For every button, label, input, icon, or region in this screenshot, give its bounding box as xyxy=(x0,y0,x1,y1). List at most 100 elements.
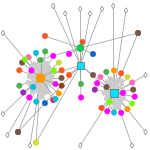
Circle shape xyxy=(28,75,33,79)
Circle shape xyxy=(115,81,117,83)
Circle shape xyxy=(108,94,111,97)
Circle shape xyxy=(112,107,116,111)
Circle shape xyxy=(121,83,124,85)
Circle shape xyxy=(51,68,57,73)
Polygon shape xyxy=(144,129,147,135)
Circle shape xyxy=(22,57,28,62)
Circle shape xyxy=(107,82,109,85)
Circle shape xyxy=(39,94,43,98)
Circle shape xyxy=(112,81,114,84)
Circle shape xyxy=(56,91,62,96)
Circle shape xyxy=(110,92,114,97)
Circle shape xyxy=(114,96,119,101)
Circle shape xyxy=(50,80,53,83)
Circle shape xyxy=(47,67,51,72)
Circle shape xyxy=(125,106,130,112)
Circle shape xyxy=(109,96,114,102)
Circle shape xyxy=(104,69,109,75)
Polygon shape xyxy=(130,143,134,148)
Circle shape xyxy=(42,71,45,74)
Circle shape xyxy=(113,92,116,94)
Circle shape xyxy=(108,93,111,96)
Circle shape xyxy=(118,100,122,104)
Circle shape xyxy=(135,30,141,36)
Circle shape xyxy=(90,51,96,57)
Circle shape xyxy=(31,78,35,82)
Circle shape xyxy=(121,96,126,101)
Circle shape xyxy=(46,78,50,83)
Circle shape xyxy=(90,72,96,78)
Circle shape xyxy=(40,67,44,72)
Circle shape xyxy=(49,77,53,82)
Circle shape xyxy=(38,66,43,71)
Circle shape xyxy=(94,81,100,86)
Circle shape xyxy=(32,84,37,89)
Circle shape xyxy=(46,67,51,72)
Circle shape xyxy=(36,73,45,83)
Circle shape xyxy=(42,63,47,68)
Circle shape xyxy=(33,62,37,67)
Circle shape xyxy=(30,63,34,67)
Circle shape xyxy=(47,71,51,74)
Circle shape xyxy=(114,80,120,86)
Circle shape xyxy=(109,85,113,89)
Circle shape xyxy=(43,77,46,80)
Circle shape xyxy=(110,106,113,109)
Circle shape xyxy=(42,84,47,88)
Circle shape xyxy=(135,30,141,36)
Circle shape xyxy=(115,91,118,94)
Circle shape xyxy=(111,94,115,97)
Circle shape xyxy=(30,81,33,85)
Polygon shape xyxy=(28,143,32,148)
Circle shape xyxy=(43,66,46,68)
Circle shape xyxy=(114,87,117,90)
Circle shape xyxy=(106,91,111,95)
Circle shape xyxy=(104,84,109,90)
Circle shape xyxy=(117,91,120,93)
Circle shape xyxy=(41,69,46,74)
Circle shape xyxy=(104,91,108,94)
Circle shape xyxy=(21,90,26,95)
Circle shape xyxy=(116,104,121,109)
Circle shape xyxy=(106,91,110,94)
Circle shape xyxy=(109,90,114,96)
Circle shape xyxy=(111,89,115,93)
Circle shape xyxy=(121,88,125,91)
Circle shape xyxy=(117,97,122,101)
Circle shape xyxy=(51,53,56,59)
Circle shape xyxy=(112,96,118,101)
Circle shape xyxy=(42,33,48,39)
Circle shape xyxy=(44,89,48,93)
Circle shape xyxy=(46,65,51,70)
Circle shape xyxy=(49,80,54,85)
Circle shape xyxy=(42,100,48,106)
Circle shape xyxy=(115,95,119,99)
Circle shape xyxy=(36,72,41,77)
Circle shape xyxy=(119,79,124,83)
Circle shape xyxy=(121,87,124,91)
Polygon shape xyxy=(51,3,55,9)
Circle shape xyxy=(31,63,34,66)
Circle shape xyxy=(38,72,41,76)
Circle shape xyxy=(118,103,120,106)
Circle shape xyxy=(130,87,136,92)
Circle shape xyxy=(46,66,49,70)
Polygon shape xyxy=(6,132,9,138)
Polygon shape xyxy=(78,143,82,148)
Circle shape xyxy=(120,98,124,101)
Circle shape xyxy=(31,63,36,68)
Circle shape xyxy=(43,61,47,65)
Circle shape xyxy=(38,91,42,96)
Circle shape xyxy=(38,57,43,63)
Circle shape xyxy=(44,76,48,80)
Circle shape xyxy=(116,78,119,80)
Circle shape xyxy=(33,69,36,72)
Circle shape xyxy=(33,81,36,84)
Circle shape xyxy=(129,101,135,106)
Circle shape xyxy=(120,83,123,85)
Circle shape xyxy=(80,39,85,45)
Circle shape xyxy=(115,80,119,84)
Polygon shape xyxy=(78,6,82,12)
Circle shape xyxy=(102,92,105,95)
Circle shape xyxy=(116,86,120,91)
